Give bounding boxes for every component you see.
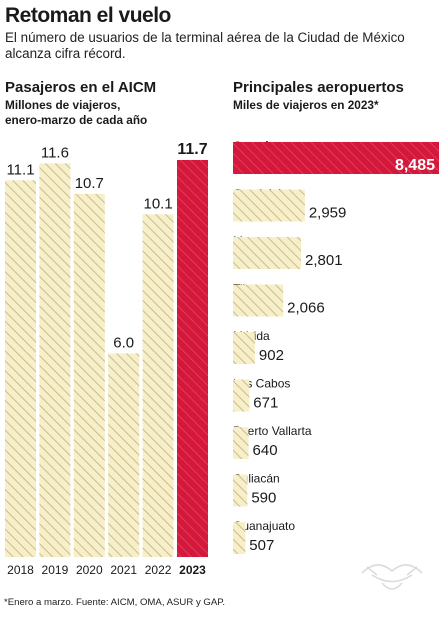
left-category-label: 2018 [7, 563, 34, 577]
right-category-label: Puerto Vallarta [233, 424, 312, 438]
right-bar-chart: Cancún8,485Guadalajara2,959Monterrey2,80… [233, 139, 439, 554]
left-bar-value-label: 10.7 [75, 175, 104, 192]
footnote: *Enero a marzo. Fuente: AICM, OMA, ASUR … [4, 597, 226, 608]
right-bar-value-label: 2,959 [309, 205, 347, 222]
right-bar-6 [233, 427, 249, 459]
left-bar-value-label: 11.1 [6, 161, 34, 178]
left-bar-2019 [39, 163, 71, 557]
left-bar-value-label: 10.1 [143, 195, 172, 212]
right-bar-0 [233, 142, 439, 174]
left-bar-2020 [73, 193, 105, 557]
eagle-logo-icon [361, 564, 423, 590]
left-bar-value-label: 6.0 [113, 334, 134, 351]
right-bar-1 [233, 189, 305, 222]
left-category-label: 2022 [145, 563, 172, 577]
right-chart-subtitle: Miles de viajeros en 2023* [233, 98, 379, 112]
left-chart-subtitle-line-2: enero-marzo de cada año [5, 113, 148, 127]
left-bar-value-label: 11.6 [41, 144, 69, 161]
right-bar-value-label: 590 [251, 490, 276, 507]
right-bar-8 [233, 522, 246, 554]
left-bar-2022 [142, 214, 174, 558]
right-bar-value-label: 671 [253, 395, 278, 412]
right-bar-7 [233, 474, 248, 507]
left-bar-2021 [108, 353, 140, 557]
right-bar-value-label: 640 [253, 442, 278, 459]
right-bar-value-label: 507 [249, 537, 274, 554]
left-category-label: 2020 [76, 563, 103, 577]
right-bar-3 [233, 284, 284, 317]
left-bar-value-label: 11.7 [177, 141, 207, 158]
right-category-label: Guanajuato [233, 519, 295, 533]
right-bar-value-label: 8,485 [395, 157, 435, 174]
page-subtitle: El número de usuarios de la terminal aér… [5, 30, 405, 61]
left-category-label: 2023 [179, 563, 206, 577]
right-bar-2 [233, 237, 302, 269]
left-bar-chart: 11.1 2018 11.6 2019 10.7 2020 6.0 2021 10.1 2022 1… [5, 141, 208, 577]
left-category-label: 2019 [42, 563, 69, 577]
right-bar-value-label: 2,801 [305, 252, 343, 269]
left-chart-title: Pasajeros en el AICM [5, 79, 157, 96]
page-title: Retoman el vuelo [5, 4, 171, 27]
left-chart-subtitle-line-1: Millones de viajeros, [5, 98, 121, 112]
right-chart-title: Principales aeropuertos [233, 79, 404, 96]
right-bar-value-label: 902 [259, 347, 284, 364]
left-category-label: 2021 [110, 563, 137, 577]
right-bar-5 [233, 379, 250, 412]
right-bar-value-label: 2,066 [287, 300, 325, 317]
right-bar-4 [233, 332, 255, 364]
left-bar-2018 [5, 180, 36, 557]
left-bar-2023 [177, 160, 208, 557]
